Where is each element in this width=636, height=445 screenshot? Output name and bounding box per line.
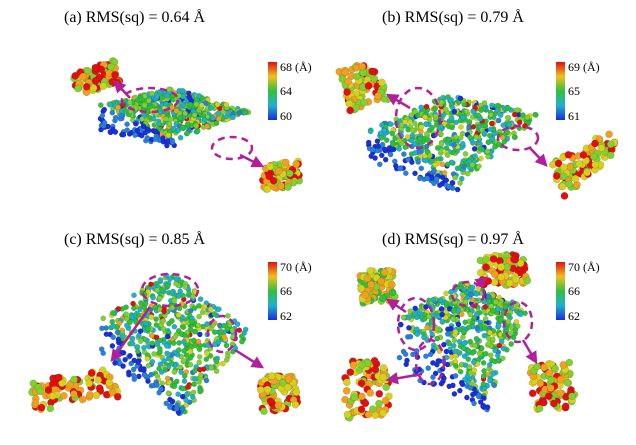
panel-d-cluster-3 [341, 356, 393, 422]
panel-b-cluster-2 [549, 130, 619, 200]
panel-c-title: (c) RMS(sq) = 0.85 Å [64, 231, 206, 248]
panel-c-highlight-1 [140, 272, 200, 308]
panel-d-surface [396, 280, 528, 413]
panel-b: (b) RMS(sq) = 0.79 Å 69 (Å) 65 61 [318, 0, 636, 222]
panel-a-arrow-1 [113, 80, 131, 99]
panel-d-highlight-4 [502, 300, 534, 344]
panel-d-arrow-2 [474, 276, 488, 290]
panel-c-highlight-2 [206, 314, 238, 354]
panel-a-colorbar [268, 62, 277, 120]
panel-b-surface [365, 94, 539, 193]
panel-a-surface [97, 86, 252, 149]
panel-d-colorbar-max: 70 (Å) [568, 260, 600, 274]
panel-c-colorbar-min: 62 [280, 309, 292, 323]
panel-b-cluster-1 [335, 61, 392, 115]
panel-c-cluster-2 [256, 371, 302, 415]
panel-d-arrow-3 [385, 372, 423, 385]
panel-a-highlight-1 [120, 86, 180, 114]
panel-d-cluster-2 [476, 250, 532, 289]
panel-c-colorbar-max: 70 (Å) [280, 260, 312, 274]
panel-a-colorbar-mid: 64 [280, 84, 292, 98]
panel-a-highlight-2 [210, 135, 254, 161]
panel-b-colorbar-min: 61 [568, 109, 580, 123]
panel-b-figure: 69 (Å) 65 61 [335, 60, 619, 200]
panel-a-arrow-2 [239, 153, 265, 168]
panel-d-cluster-1 [356, 266, 399, 307]
panel-d-highlight-3 [414, 338, 446, 386]
panel-d-figure: 70 (Å) 66 62 [341, 250, 600, 422]
panel-a-cluster-1 [70, 57, 124, 97]
panel-a-figure: 68 (Å) 64 60 [70, 57, 312, 193]
panel-b-highlight-2 [496, 124, 540, 152]
panel-d-colorbar-min: 62 [568, 309, 580, 323]
panel-c-colorbar [268, 262, 277, 320]
panel-b-arrow-2 [529, 147, 548, 167]
panel-b-colorbar [556, 62, 565, 120]
panel-d-title: (d) RMS(sq) = 0.97 Å [382, 231, 524, 248]
panel-d-highlight-2 [450, 280, 486, 308]
panel-c-colorbar-mid: 66 [280, 284, 292, 298]
panel-b-colorbar-mid: 65 [568, 84, 580, 98]
panel-d-arrow-4 [521, 339, 538, 365]
panel-a-cluster-2 [258, 157, 304, 193]
panel-c-surface [98, 272, 249, 417]
panel-d-arrow-1 [385, 298, 407, 314]
panel-a-colorbar-min: 60 [280, 109, 292, 123]
panel-c-arrow-1 [110, 306, 152, 363]
panel-b-colorbar-max: 69 (Å) [568, 60, 600, 74]
panel-c: (c) RMS(sq) = 0.85 Å 70 (Å) 66 62 [0, 222, 318, 444]
panel-d-colorbar-mid: 66 [568, 284, 580, 298]
panel-b-arrow-1 [385, 93, 411, 110]
panel-a-colorbar-max: 68 (Å) [280, 60, 312, 74]
panel-c-cluster-1 [28, 366, 122, 413]
panel-d: (d) RMS(sq) = 0.97 Å 70 (Å) [318, 222, 636, 444]
panel-c-figure: 70 (Å) 66 62 [28, 260, 312, 417]
panel-b-title: (b) RMS(sq) = 0.79 Å [382, 9, 524, 26]
panel-d-highlight-1 [396, 296, 436, 352]
panel-d-colorbar [556, 262, 565, 320]
panel-a-title: (a) RMS(sq) = 0.64 Å [64, 9, 206, 26]
panel-d-cluster-4 [526, 358, 579, 413]
panel-b-highlight-1 [394, 86, 442, 150]
panel-a: (a) RMS(sq) = 0.64 Å 68 (Å) 64 60 [0, 0, 318, 222]
panel-c-arrow-2 [234, 348, 265, 369]
